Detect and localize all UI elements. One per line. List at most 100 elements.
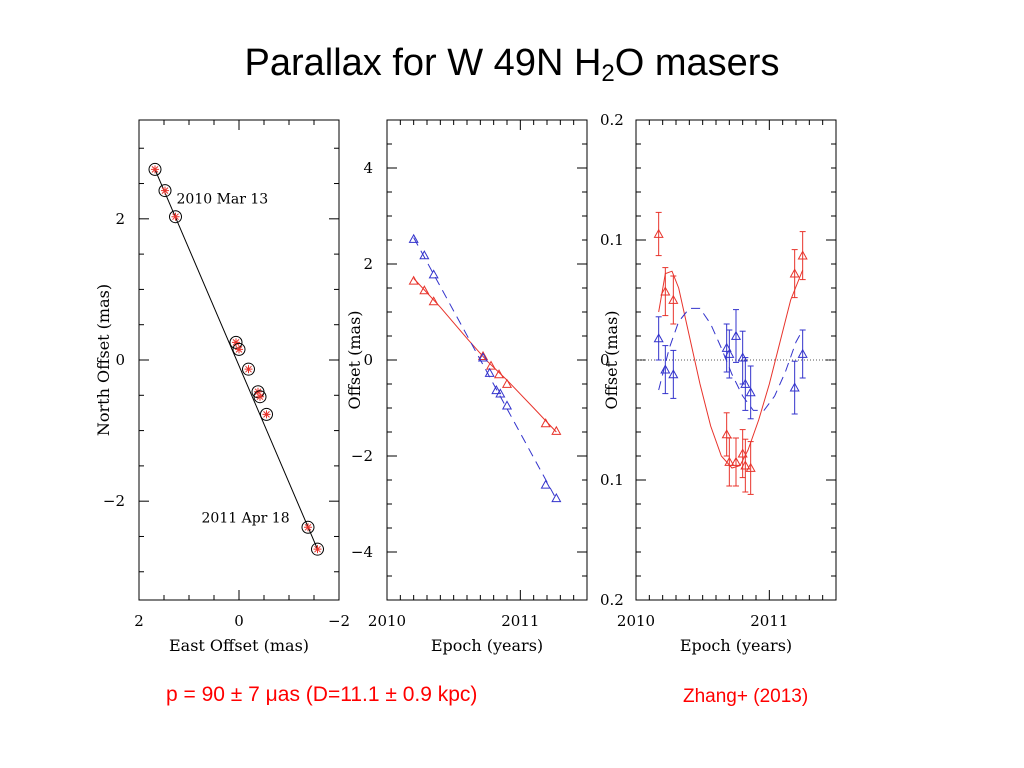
x-tick-label: 2011 bbox=[501, 612, 539, 630]
y-axis-label: Offset (mas) bbox=[345, 310, 364, 409]
data-point-east bbox=[730, 456, 742, 466]
maser-spot-circle bbox=[260, 407, 273, 421]
maser-spot-marker bbox=[256, 392, 264, 401]
x-axis-label: Epoch (years) bbox=[680, 636, 792, 655]
fit-curve-north bbox=[658, 307, 804, 411]
data-point-east bbox=[797, 250, 808, 260]
maser-spot-circle bbox=[253, 390, 267, 404]
y-tick-label: 4 bbox=[363, 159, 373, 177]
data-point-north bbox=[653, 333, 664, 343]
title-main: Parallax for W 49N H bbox=[244, 42, 602, 84]
maser-spot-circle bbox=[242, 362, 255, 376]
maser-spot-marker bbox=[304, 523, 312, 532]
y-tick-label: 0 bbox=[115, 351, 125, 369]
y-axis-label: Offset (mas) bbox=[602, 310, 621, 409]
data-point-north bbox=[660, 364, 671, 374]
data-point-east bbox=[745, 462, 756, 472]
parallax-caption: p = 90 ± 7 μas (D=11.1 ± 0.9 kpc) bbox=[166, 683, 478, 706]
data-point-north bbox=[797, 348, 808, 358]
x-tick-label: 2011 bbox=[750, 612, 788, 630]
data-point-east bbox=[540, 418, 551, 428]
y-tick-label: 0.2 bbox=[600, 591, 624, 609]
maser-spot-circle bbox=[169, 210, 182, 224]
y-tick-label: 0 bbox=[600, 351, 610, 369]
data-point-north bbox=[491, 385, 502, 395]
y-tick-label: −2 bbox=[351, 447, 373, 465]
x-axis-label: East Offset (mas) bbox=[169, 636, 309, 655]
fit-curve-north bbox=[413, 237, 557, 500]
data-point-north bbox=[551, 493, 562, 503]
data-point-east bbox=[485, 360, 497, 370]
data-point-north bbox=[408, 233, 419, 243]
maser-spot-marker bbox=[161, 186, 169, 195]
data-point-north bbox=[419, 250, 430, 260]
maser-spot-marker bbox=[151, 165, 159, 174]
maser-spot-marker bbox=[244, 365, 253, 374]
data-point-north bbox=[477, 352, 489, 362]
maser-spot-circle bbox=[301, 520, 315, 534]
data-point-east bbox=[653, 228, 664, 238]
y-tick-label: 2 bbox=[115, 210, 125, 228]
data-point-east bbox=[477, 350, 489, 361]
maser-spot-marker bbox=[232, 338, 240, 347]
panel-sky: 2 0 −2 2 0 −2 East Offset (mas) North Offset (m… bbox=[94, 119, 350, 655]
y-tick-label: 0.1 bbox=[600, 471, 624, 489]
data-point-north bbox=[724, 348, 735, 358]
y-tick-label: −2 bbox=[103, 492, 125, 510]
data-point-east bbox=[408, 275, 419, 285]
data-point-north bbox=[721, 342, 732, 352]
title-tail: O masers bbox=[614, 42, 780, 84]
x-tick-label: 2010 bbox=[368, 612, 406, 630]
x-tick-label: 0 bbox=[234, 612, 244, 630]
maser-spot-circle bbox=[232, 342, 246, 356]
y-tick-label: 0.2 bbox=[600, 111, 624, 129]
data-point-east bbox=[551, 425, 562, 435]
data-point-east bbox=[668, 294, 679, 304]
y-tick-label: −4 bbox=[351, 543, 373, 561]
data-point-east bbox=[737, 448, 748, 458]
y-tick-label: 0 bbox=[363, 351, 373, 369]
data-point-east bbox=[724, 456, 735, 466]
panel-offset: 2010 2011 4 2 0 −2 −4 Epoch (years) Offset (mas) bbox=[345, 119, 588, 655]
credit-caption: Zhang+ (2013) bbox=[683, 686, 809, 707]
data-point-east bbox=[789, 268, 800, 278]
data-point-east bbox=[428, 296, 439, 306]
data-point-east bbox=[493, 369, 505, 379]
maser-spot-marker bbox=[262, 410, 271, 419]
y-axis-label: North Offset (mas) bbox=[94, 284, 113, 436]
maser-spot-marker bbox=[313, 545, 322, 554]
data-point-east bbox=[419, 285, 430, 295]
data-point-east bbox=[740, 460, 751, 470]
maser-spot-marker bbox=[235, 345, 243, 354]
data-point-north bbox=[540, 479, 551, 489]
data-point-north bbox=[740, 378, 751, 388]
data-point-north bbox=[730, 330, 742, 340]
data-point-north bbox=[668, 369, 679, 379]
data-point-north bbox=[495, 388, 506, 398]
maser-spot-circle bbox=[148, 162, 162, 176]
title-subscript: 2 bbox=[601, 60, 615, 87]
data-point-north bbox=[501, 400, 513, 410]
x-tick-label: −2 bbox=[328, 612, 350, 630]
y-tick-label: 2 bbox=[363, 255, 373, 273]
maser-spot-circle bbox=[158, 184, 172, 198]
maser-spot-marker bbox=[171, 212, 180, 221]
maser-spot-circle bbox=[229, 335, 243, 349]
y-tick-label: 0.1 bbox=[600, 231, 624, 249]
maser-spot-circle bbox=[311, 542, 324, 556]
data-point-north bbox=[484, 367, 495, 377]
data-point-north bbox=[745, 387, 756, 397]
data-point-east bbox=[501, 378, 513, 388]
maser-spot-marker bbox=[254, 387, 262, 396]
slide-title: Parallax for W 49N H2O masers bbox=[0, 42, 1024, 88]
x-tick-label: 2 bbox=[134, 612, 144, 630]
data-point-north bbox=[789, 382, 800, 392]
fit-line bbox=[154, 169, 318, 550]
x-axis-label: Epoch (years) bbox=[431, 636, 543, 655]
epoch-annotation: 2011 Apr 18 bbox=[202, 510, 290, 526]
epoch-annotation: 2010 Mar 13 bbox=[177, 191, 269, 207]
data-point-east bbox=[660, 286, 671, 296]
panel-residual: 2010 2011 0.2 0.1 0 0.1 0.2 Epoch (years) Offset… bbox=[600, 111, 837, 655]
data-point-north bbox=[428, 269, 439, 279]
